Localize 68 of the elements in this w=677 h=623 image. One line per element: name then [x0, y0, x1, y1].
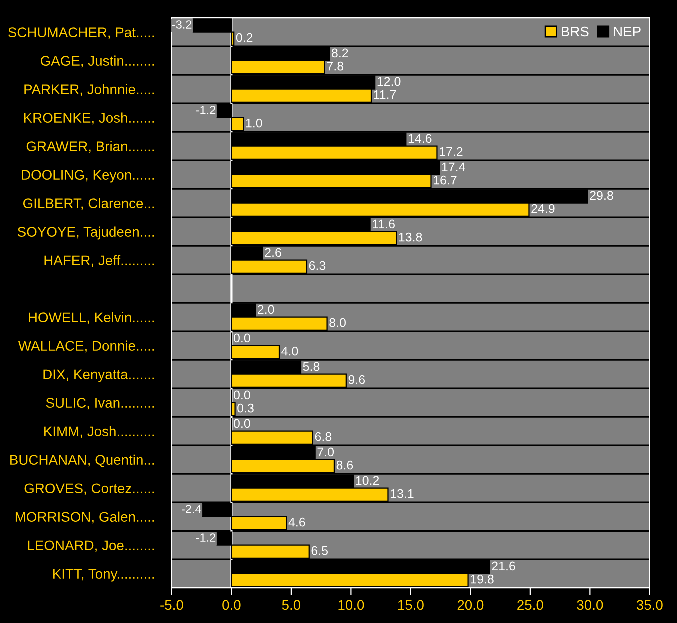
x-tick-label: 15.0 — [398, 600, 424, 610]
y-tick-label: HAFER, Jeff......... — [44, 255, 154, 268]
data-label: 4.6 — [288, 518, 306, 527]
data-label: 7.0 — [318, 448, 334, 457]
y-tick-label: WALLACE, Donnie..... — [18, 340, 154, 353]
data-label: 16.7 — [434, 176, 457, 185]
data-label: 24.9 — [532, 204, 555, 214]
y-tick-label: GRAWER, Brian....... — [26, 141, 154, 154]
data-label: 2.6 — [265, 248, 282, 258]
data-label: -3.2 — [172, 20, 192, 29]
data-label: 0.0 — [234, 390, 250, 400]
data-label: 8.6 — [336, 460, 354, 470]
data-label: 6.8 — [315, 432, 332, 442]
data-label: 10.2 — [356, 476, 380, 486]
legend-label: BRS — [562, 26, 589, 37]
x-tick-label: 10.0 — [338, 600, 364, 610]
data-label: -1.2 — [196, 106, 216, 114]
x-tick-label: 25.0 — [518, 600, 544, 610]
x-tick-label: 20.0 — [458, 600, 484, 610]
data-label: 14.6 — [408, 134, 432, 144]
y-tick-label: SULIC, Ivan......... — [46, 398, 154, 410]
data-label: 9.6 — [348, 375, 366, 384]
y-tick-label: LEONARD, Joe........ — [28, 540, 154, 552]
y-tick-label: GROVES, Cortez...... — [24, 484, 154, 496]
data-label: 8.2 — [332, 48, 348, 58]
y-tick-label: HOWELL, Kelvin...... — [29, 312, 154, 324]
x-tick-label: 0.0 — [222, 600, 241, 610]
data-label: 7.8 — [327, 62, 344, 71]
data-label: 13.1 — [390, 489, 414, 498]
data-label: -2.4 — [182, 505, 202, 514]
data-label: 8.0 — [330, 318, 346, 328]
data-label: 4.0 — [282, 346, 298, 356]
y-tick-label: KIMM, Josh.......... — [44, 426, 154, 438]
y-tick-label: MORRISON, Galen..... — [16, 512, 154, 524]
y-tick-label: SCHUMACHER, Pat..... — [8, 28, 154, 40]
data-label: 11.7 — [374, 90, 396, 100]
data-label: 5.8 — [303, 362, 320, 372]
y-tick-label: DOOLING, Keyon...... — [22, 170, 154, 183]
data-label: 1.0 — [246, 118, 262, 128]
y-tick-label: KITT, Tony.......... — [54, 569, 154, 582]
y-tick-label: DIX, Kenyatta....... — [44, 370, 154, 382]
data-label: 2.0 — [258, 305, 274, 314]
data-label: 21.6 — [492, 562, 516, 571]
data-label: 6.3 — [309, 261, 326, 270]
data-label: 0.0 — [234, 419, 250, 428]
data-label: 11.6 — [373, 220, 395, 229]
x-tick-label: 35.0 — [636, 600, 663, 610]
data-label: 6.5 — [312, 546, 328, 556]
data-label: 19.8 — [471, 574, 494, 584]
y-tick-label: GILBERT, Clarence... — [23, 198, 154, 210]
data-label: -1.2 — [196, 534, 216, 542]
y-tick-label: SOYOYE, Tajudeen.... — [18, 226, 154, 240]
x-tick-label: 5.0 — [282, 600, 301, 610]
data-label: 0.3 — [238, 404, 254, 413]
y-tick-label: PARKER, Johnnie..... — [24, 84, 154, 96]
data-label: 17.2 — [440, 147, 463, 156]
data-label: 12.0 — [378, 77, 401, 86]
y-tick-label: KROENKE, Josh....... — [24, 112, 154, 125]
data-label: 17.4 — [442, 162, 466, 172]
data-label: 13.8 — [399, 232, 422, 242]
data-label: 29.8 — [590, 191, 614, 200]
x-tick-label: -5.0 — [160, 600, 184, 610]
data-label: 0.2 — [236, 33, 253, 42]
data-label: 0.0 — [234, 334, 250, 343]
y-tick-label: BUCHANAN, Quentin... — [10, 454, 154, 468]
y-tick-label: GAGE, Justin........ — [40, 56, 154, 68]
x-tick-label: 30.0 — [577, 600, 604, 610]
legend-label: NEP — [614, 26, 641, 37]
